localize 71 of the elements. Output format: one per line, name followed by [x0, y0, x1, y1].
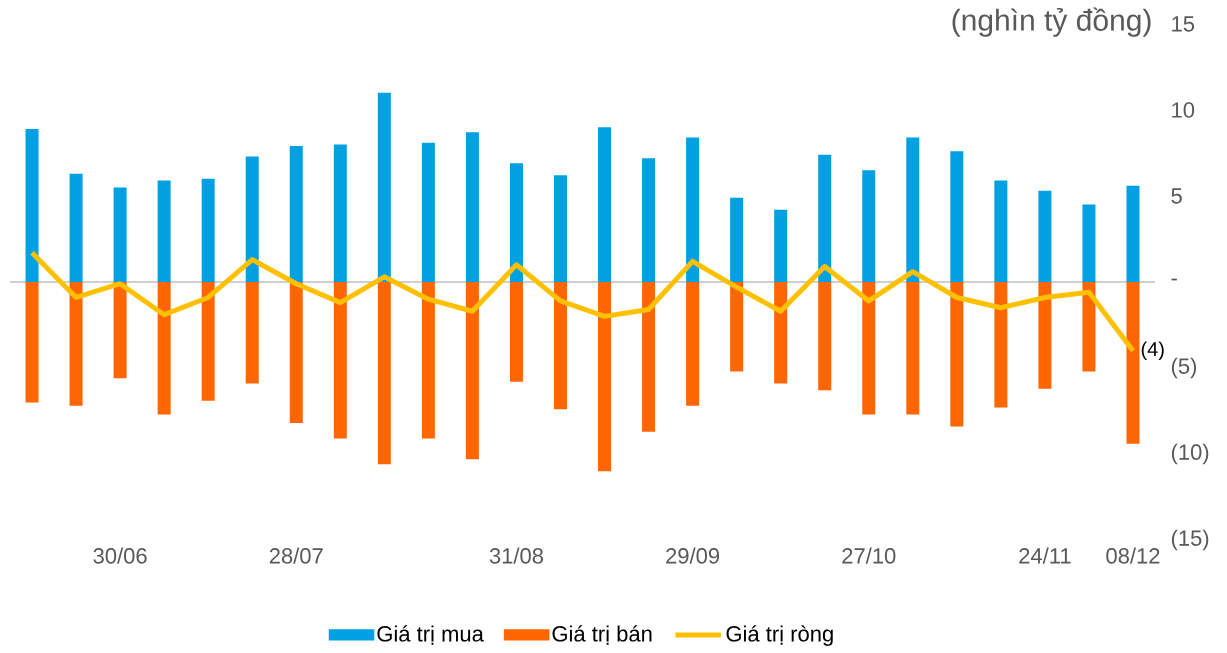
x-tick-label: 31/08 [489, 547, 544, 564]
x-tick-label: 24/11 [1019, 547, 1071, 564]
y-tick-label: (10) [1171, 443, 1209, 465]
bar [113, 187, 127, 282]
bar [245, 156, 259, 282]
bar [1082, 281, 1096, 372]
bar [113, 281, 127, 379]
y-tick-label: 5 [1171, 188, 1182, 204]
bar [69, 173, 83, 282]
bar [1038, 281, 1052, 389]
bar [1038, 190, 1052, 282]
bar [730, 197, 744, 282]
bar [994, 180, 1008, 282]
bar [69, 281, 83, 406]
bar [730, 281, 744, 372]
y-tick-label: (5) [1171, 357, 1197, 379]
bar [1082, 204, 1096, 282]
x-tick-label: 08/12 [1106, 547, 1160, 564]
bar [1126, 281, 1140, 444]
bar [421, 142, 435, 282]
bar [818, 154, 832, 282]
bar [686, 137, 700, 282]
bar [157, 281, 171, 415]
bar [509, 281, 523, 382]
chart-title: (nghìn tỷ đồng) [952, 7, 1151, 37]
bar [686, 281, 700, 406]
bar [333, 281, 347, 439]
bar [906, 281, 920, 415]
bar [862, 281, 876, 415]
bar [377, 92, 391, 282]
bar [201, 178, 215, 282]
bar [1126, 185, 1140, 282]
bar [598, 281, 612, 472]
bar [421, 281, 435, 439]
y-tick-label: (15) [1171, 529, 1209, 551]
bar [862, 170, 876, 282]
bar [994, 281, 1008, 408]
x-tick-label: 29/09 [666, 547, 720, 564]
bar [906, 137, 920, 282]
x-tick-label: 28/07 [269, 547, 323, 564]
x-tick-label: 27/10 [842, 547, 896, 564]
bar [465, 132, 479, 282]
y-tick-label: 10 [1172, 102, 1195, 118]
bar [201, 281, 215, 401]
bar [642, 281, 656, 432]
y-tick-label: - [1171, 278, 1177, 281]
bar [25, 281, 39, 403]
bar [333, 144, 347, 282]
y-tick-label: 15 [1172, 16, 1195, 32]
bar [509, 163, 523, 282]
bar [25, 128, 39, 282]
bar [950, 281, 964, 427]
bar [774, 209, 788, 282]
bar [157, 180, 171, 282]
bar [245, 281, 259, 384]
data-label: (4) [1141, 341, 1164, 361]
bar [465, 281, 479, 460]
bar [289, 146, 303, 282]
bar [553, 175, 567, 282]
legend-label: Giá trị bán [552, 625, 652, 645]
legend-label: Giá trị ròng [726, 625, 833, 646]
legend-label: Giá trị mua [377, 625, 484, 645]
x-tick-label: 30/06 [93, 547, 147, 564]
bar [377, 281, 391, 465]
bar [818, 281, 832, 391]
bar [289, 281, 303, 424]
bar [950, 151, 964, 282]
bar [598, 127, 612, 282]
bar [642, 158, 656, 282]
bar [774, 281, 788, 384]
bar [553, 281, 567, 410]
